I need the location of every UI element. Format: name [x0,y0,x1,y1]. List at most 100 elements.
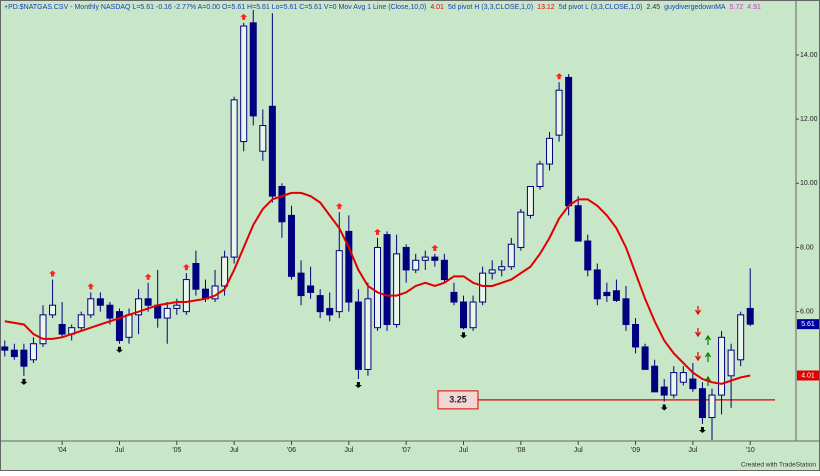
header-segment: 2.45 [647,4,661,11]
candle-body [727,349,735,377]
candle-body [660,386,668,396]
x-tick-label: Jul [344,447,353,454]
x-tick-label: '05 [172,447,181,454]
pivot-low-marker [460,332,468,339]
sell-arrow [694,352,702,362]
candle-body [144,298,152,306]
candle-body [546,137,554,165]
candle-body [718,336,726,396]
buy-arrow [704,334,712,345]
pivot-high-marker [555,73,563,80]
candle-body [154,304,162,319]
candle-body [49,304,57,316]
candle-body [29,343,37,361]
x-tick-label: '06 [287,447,296,454]
pivot-low-marker [20,378,28,385]
candle-body [364,298,372,370]
candle-body [297,272,305,297]
ma-price-tag [797,370,819,381]
header-segment: 5d pivot H (3,3,CLOSE,1,0) [448,4,533,11]
sell-arrow [694,328,702,338]
candle-body [603,291,611,297]
candle-body [163,307,171,319]
candle-body [1,346,9,351]
candle-body [507,243,515,268]
candle-body [536,163,544,187]
candle-body [526,185,534,216]
x-tick-label: '10 [746,447,755,454]
candle-body [651,365,659,393]
candle-body [383,234,391,325]
candle-body [115,311,123,342]
last-price-label: 5.61 [801,321,815,328]
x-tick-label: Jul [688,447,697,454]
ma-price-label: 4.01 [801,372,815,379]
chart-header: +PD:$NATGAS.CSV - Monthly NASDAQ L=5.61 … [4,4,761,11]
candle-body [10,349,18,358]
candle-body [517,211,525,248]
x-tick-label: '04 [58,447,67,454]
candle-body [354,301,362,370]
x-tick-label: Jul [230,447,239,454]
pivot-high-marker [335,203,343,210]
sell-arrow [694,306,702,316]
candle-body [335,250,343,313]
candle-body [20,349,28,367]
pivot-high-marker [240,13,248,20]
header-segment: 5d pivot L (3,3,CLOSE,1,0) [559,4,643,11]
candle-body [431,256,439,261]
candle-body [641,346,649,370]
candle-body [488,269,496,274]
x-tick-label: '08 [516,447,525,454]
candle-body [708,394,716,419]
buy-arrow [704,351,712,362]
candle-body [412,259,420,271]
candle-body [58,323,66,335]
candle-body [96,298,104,306]
level-label-box [437,390,479,410]
header-segment: guydivergedownMA [664,4,726,11]
candle-body [240,25,248,143]
candle-body [593,269,601,300]
header-segment: +PD:$NATGAS.CSV - Monthly NASDAQ L=5.61 … [4,4,426,11]
pivot-low-marker [354,382,362,389]
candle-body [574,205,582,242]
candle-body [182,279,190,313]
candle-body [287,214,295,277]
y-tick-label: 12.00 [800,116,818,123]
candle-body [135,298,143,316]
candle-body [192,263,200,290]
moving-average-line [4,191,751,385]
candle-body [498,266,506,271]
footer: Created with TradeStation [741,462,817,469]
candle-body [679,372,687,383]
candle-body [698,388,706,419]
candle-body [259,125,267,152]
last-price-tag [797,319,819,330]
candle-body [221,256,229,287]
candle-body [421,256,429,261]
candle-body [230,99,238,258]
pivot-high-marker [49,270,57,277]
candle-body [737,314,745,361]
header-segment: 4.01 [430,4,444,11]
x-tick-label: '09 [631,447,640,454]
x-tick-label: Jul [115,447,124,454]
candle-body [565,76,573,207]
candle-body [746,307,754,325]
candle-body [374,246,381,329]
candle-body [584,240,592,271]
candle-body [632,323,640,348]
candle-body [555,89,563,136]
candle-body [469,301,477,329]
candle-body [278,185,286,223]
pivot-high-marker [182,264,190,271]
pivot-low-marker [115,346,123,353]
candle-body [689,378,697,390]
candle-body [173,304,181,309]
x-tick-label: '07 [402,447,411,454]
y-tick-label: 14.00 [800,52,818,59]
y-tick-label: 6.00 [800,308,814,315]
